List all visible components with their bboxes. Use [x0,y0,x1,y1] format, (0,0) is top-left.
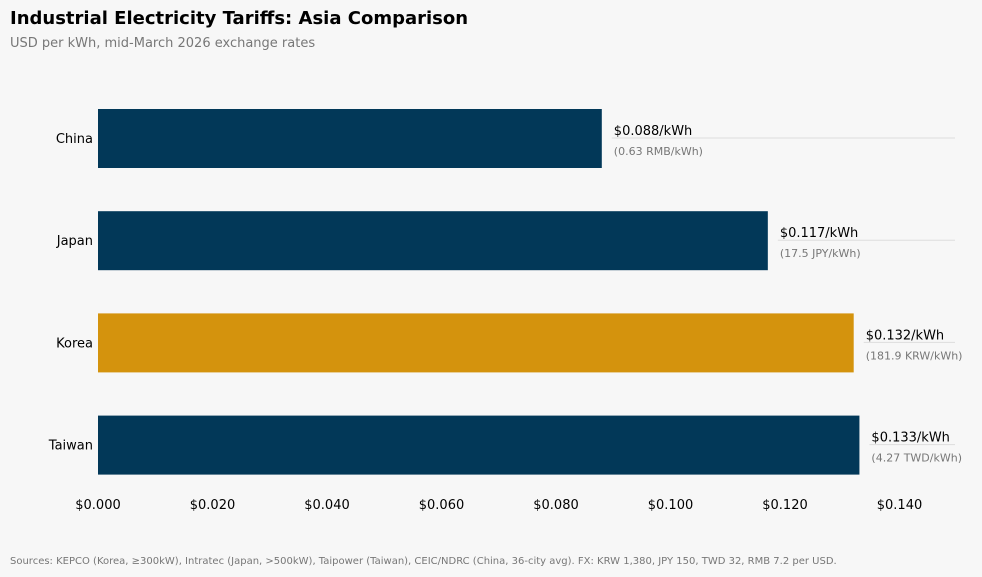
category-label-korea: Korea [56,336,93,351]
value-label-taiwan: $0.133/kWh [871,431,950,446]
bar-korea[interactable] [98,313,854,373]
x-tick-label: $0.020 [190,498,236,513]
local-price-label-korea: (181.9 KRW/kWh) [866,349,963,362]
bar-taiwan[interactable] [98,415,860,475]
x-tick-label: $0.000 [75,498,121,513]
value-label-japan: $0.117/kWh [780,226,859,241]
value-label-china: $0.088/kWh [614,124,693,139]
bar-japan[interactable] [98,211,768,271]
local-price-label-china: (0.63 RMB/kWh) [614,145,703,158]
bar-china[interactable] [98,109,602,168]
x-tick-label: $0.100 [648,498,694,513]
x-tick-label: $0.120 [762,498,808,513]
x-tick-label: $0.140 [877,498,923,513]
value-label-korea: $0.132/kWh [866,328,945,343]
x-tick-label: $0.080 [533,498,579,513]
category-label-japan: Japan [56,234,93,249]
chart-subtitle: USD per kWh, mid-March 2026 exchange rat… [10,36,316,51]
x-tick-label: $0.060 [419,498,465,513]
local-price-label-japan: (17.5 JPY/kWh) [780,247,861,260]
source-note: Sources: KEPCO (Korea, ≥300kW), Intratec… [10,556,837,567]
category-label-taiwan: Taiwan [48,439,93,454]
x-tick-label: $0.040 [304,498,350,513]
chart-title: Industrial Electricity Tariffs: Asia Com… [10,8,469,29]
local-price-label-taiwan: (4.27 TWD/kWh) [871,452,962,465]
category-label-china: China [56,132,93,147]
